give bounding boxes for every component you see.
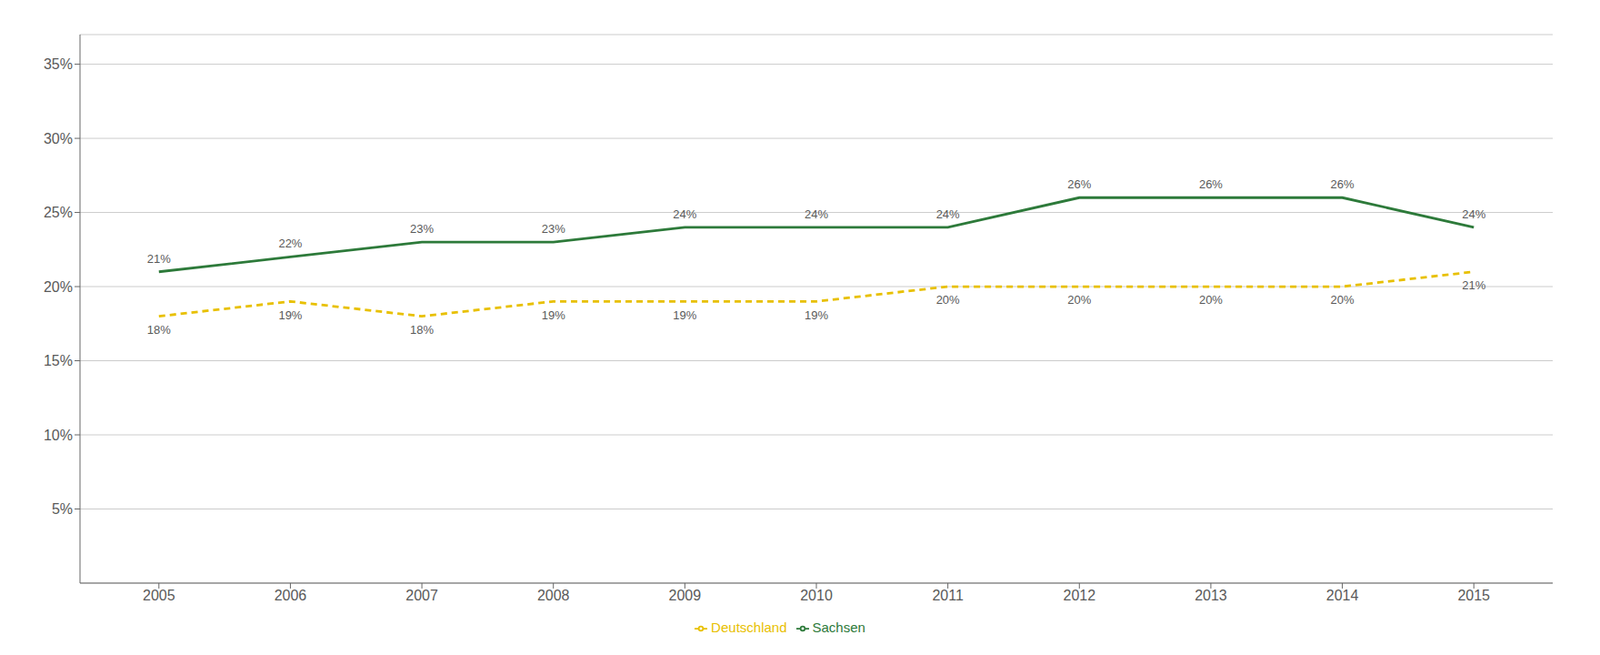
- svg-text:26%: 26%: [1067, 177, 1091, 191]
- svg-text:21%: 21%: [1461, 278, 1486, 292]
- svg-text:25%: 25%: [43, 204, 73, 220]
- svg-text:2009: 2009: [669, 587, 702, 603]
- svg-text:21%: 21%: [147, 251, 171, 266]
- svg-text:19%: 19%: [278, 308, 302, 322]
- svg-text:20%: 20%: [1067, 292, 1091, 307]
- svg-text:35%: 35%: [43, 56, 73, 72]
- svg-text:19%: 19%: [672, 308, 697, 322]
- svg-text:2015: 2015: [1457, 587, 1490, 603]
- html-text:Sachsen: Sachsen: [812, 619, 866, 635]
- svg-text:2012: 2012: [1062, 587, 1096, 603]
- svg-text:15%: 15%: [43, 352, 73, 369]
- svg-text:24%: 24%: [1461, 207, 1486, 221]
- svg-text:2007: 2007: [405, 587, 439, 603]
- svg-text:20%: 20%: [1199, 292, 1223, 307]
- svg-text:26%: 26%: [1330, 177, 1355, 191]
- svg-text:2014: 2014: [1326, 587, 1360, 603]
- svg-text:20%: 20%: [1330, 292, 1355, 307]
- svg-text:2011: 2011: [931, 587, 964, 603]
- svg-text:26%: 26%: [1199, 177, 1223, 191]
- svg-text:2010: 2010: [800, 587, 833, 603]
- svg-text:24%: 24%: [936, 207, 960, 221]
- html-text:Deutschland: Deutschland: [711, 619, 787, 635]
- svg-text:24%: 24%: [804, 207, 829, 221]
- svg-text:19%: 19%: [804, 308, 829, 322]
- svg-text:5%: 5%: [51, 500, 73, 517]
- svg-text:19%: 19%: [541, 308, 566, 322]
- svg-text:20%: 20%: [936, 292, 960, 307]
- svg-text:2008: 2008: [537, 587, 570, 603]
- svg-text:18%: 18%: [410, 322, 434, 337]
- svg-text:10%: 10%: [43, 427, 73, 443]
- svg-text:2005: 2005: [142, 587, 176, 603]
- svg-text:22%: 22%: [278, 236, 302, 250]
- svg-text:23%: 23%: [541, 221, 566, 236]
- svg-text:30%: 30%: [43, 130, 73, 147]
- svg-text:18%: 18%: [147, 322, 171, 337]
- svg-text:23%: 23%: [410, 221, 434, 236]
- svg-text:20%: 20%: [43, 279, 73, 295]
- svg-text:24%: 24%: [672, 207, 697, 221]
- svg-text:2006: 2006: [274, 587, 308, 603]
- svg-text:2013: 2013: [1194, 587, 1228, 603]
